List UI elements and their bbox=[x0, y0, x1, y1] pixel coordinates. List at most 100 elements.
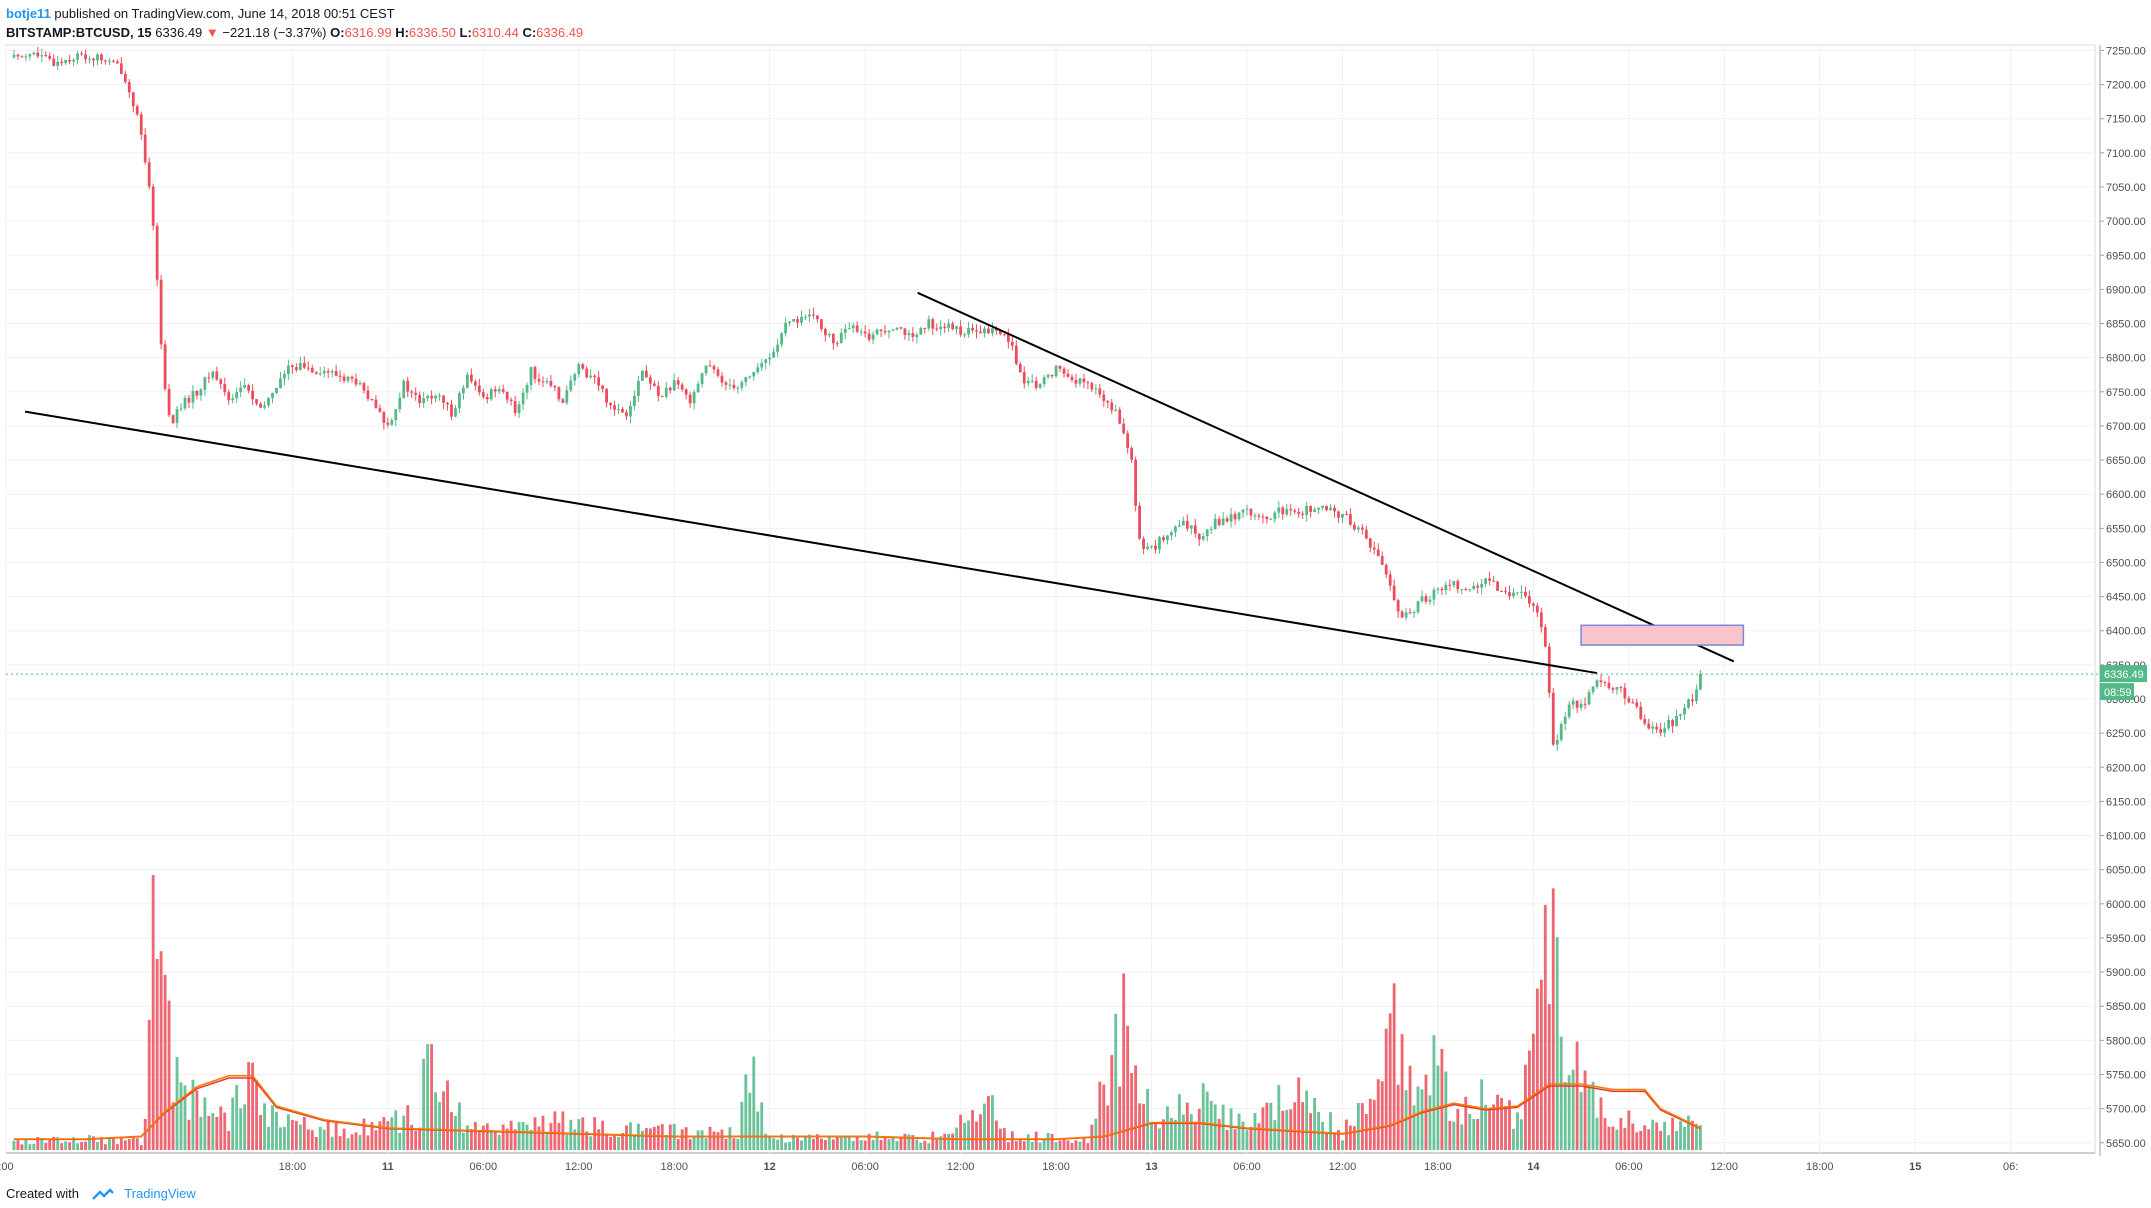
volume-bar bbox=[1428, 1095, 1432, 1150]
candle-body bbox=[64, 59, 68, 64]
volume-bar bbox=[545, 1133, 549, 1150]
volume-bar bbox=[1162, 1119, 1165, 1150]
volume-bar bbox=[263, 1103, 266, 1150]
volume-bar bbox=[1158, 1128, 1161, 1150]
volume-bar bbox=[171, 1102, 175, 1150]
candle-body bbox=[1484, 578, 1488, 584]
y-tick-label: 6000.00 bbox=[2106, 899, 2146, 911]
volume-bar bbox=[1169, 1117, 1173, 1150]
volume-bar bbox=[899, 1138, 903, 1150]
y-tick-label: 6550.00 bbox=[2106, 523, 2146, 535]
candle-body bbox=[1174, 526, 1177, 533]
candle-body bbox=[489, 389, 493, 400]
volume-bar bbox=[1329, 1112, 1332, 1150]
volume-bar bbox=[330, 1136, 334, 1150]
volume-bar bbox=[1603, 1118, 1607, 1150]
volume-bar bbox=[1317, 1111, 1321, 1150]
candle-body bbox=[998, 330, 1002, 335]
candle-body bbox=[1317, 507, 1320, 510]
volume-bar bbox=[1058, 1140, 1062, 1150]
volume-bar bbox=[700, 1130, 704, 1150]
volume-bar bbox=[660, 1124, 664, 1150]
volume-bar bbox=[911, 1135, 915, 1150]
candle-body bbox=[12, 54, 16, 58]
candle-body bbox=[350, 376, 354, 379]
candle-body bbox=[1627, 698, 1631, 703]
volume-bar bbox=[1376, 1079, 1380, 1150]
candle-body bbox=[935, 328, 939, 330]
volume-bar bbox=[979, 1114, 982, 1150]
volume-bar bbox=[1277, 1085, 1281, 1150]
volume-bar bbox=[887, 1138, 891, 1150]
candle-body bbox=[871, 334, 875, 340]
candle-body bbox=[354, 378, 358, 385]
volume-bar bbox=[378, 1121, 382, 1150]
candle-body bbox=[732, 384, 736, 389]
volume-bar bbox=[656, 1125, 660, 1150]
candle-body bbox=[1349, 514, 1352, 525]
volume-bar bbox=[56, 1137, 60, 1150]
x-tick-label: 12:00 bbox=[947, 1161, 975, 1173]
volume-bar bbox=[1500, 1098, 1503, 1150]
volume-bar bbox=[513, 1129, 517, 1150]
volume-bar bbox=[509, 1120, 513, 1150]
volume-bar bbox=[1074, 1140, 1078, 1150]
publish-line: botje11 published on TradingView.com, Ju… bbox=[6, 4, 583, 23]
y-tick-label: 7200.00 bbox=[2106, 80, 2146, 92]
candle-body bbox=[1639, 706, 1643, 719]
volume-bar bbox=[1297, 1077, 1301, 1150]
volume-bar bbox=[390, 1117, 394, 1150]
volume-bar bbox=[1468, 1113, 1472, 1150]
tradingview-brand[interactable]: TradingView bbox=[124, 1186, 196, 1201]
candle-body bbox=[736, 387, 740, 389]
candle-body bbox=[553, 385, 557, 388]
x-tick-label: 18:00 bbox=[660, 1161, 688, 1173]
volume-bar bbox=[1269, 1102, 1273, 1150]
volume-bar bbox=[1201, 1083, 1205, 1150]
volume-bar bbox=[1639, 1130, 1643, 1150]
volume-bar bbox=[1559, 1036, 1563, 1150]
candle-body bbox=[1392, 585, 1396, 601]
candle-body bbox=[1651, 726, 1655, 729]
volume-bar bbox=[1333, 1133, 1336, 1150]
volume-bar bbox=[716, 1132, 720, 1150]
volume-bar bbox=[314, 1136, 318, 1150]
volume-ma-line-orange bbox=[13, 1074, 1701, 1140]
candle-body bbox=[851, 325, 855, 329]
volume-bar bbox=[1122, 973, 1126, 1150]
volume-bar bbox=[215, 1116, 219, 1150]
volume-bar bbox=[473, 1121, 477, 1150]
candle-body bbox=[1472, 585, 1476, 590]
volume-bar bbox=[251, 1062, 255, 1150]
candle-body bbox=[601, 385, 605, 389]
candle-body bbox=[1337, 511, 1340, 518]
volume-bar bbox=[1094, 1118, 1098, 1150]
candle-body bbox=[1531, 603, 1535, 606]
volume-bar bbox=[426, 1044, 430, 1150]
volume-bar bbox=[1150, 1124, 1153, 1150]
volume-bar bbox=[275, 1111, 278, 1150]
candle-body bbox=[983, 328, 986, 334]
volume-bar bbox=[111, 1137, 115, 1150]
candle-body bbox=[509, 399, 513, 402]
volume-bar bbox=[1337, 1130, 1340, 1150]
candle-body bbox=[215, 371, 219, 380]
volume-bar bbox=[207, 1115, 211, 1150]
volume-bar bbox=[298, 1124, 302, 1150]
volume-bar bbox=[732, 1138, 736, 1150]
candle-body bbox=[1038, 383, 1042, 388]
x-tick-label: 15 bbox=[1909, 1161, 1921, 1173]
candle-body bbox=[839, 332, 843, 344]
candle-body bbox=[1528, 596, 1531, 604]
candle-body bbox=[16, 54, 20, 57]
author-name[interactable]: botje11 bbox=[6, 6, 51, 21]
volume-bar bbox=[465, 1125, 469, 1150]
candle-body bbox=[843, 328, 847, 333]
candle-body bbox=[1273, 512, 1277, 520]
volume-bar bbox=[788, 1141, 792, 1150]
candle-body bbox=[557, 387, 561, 400]
y-tick-label: 5950.00 bbox=[2106, 933, 2146, 945]
candle-body bbox=[231, 398, 235, 401]
x-tick-label: 11 bbox=[382, 1161, 394, 1173]
